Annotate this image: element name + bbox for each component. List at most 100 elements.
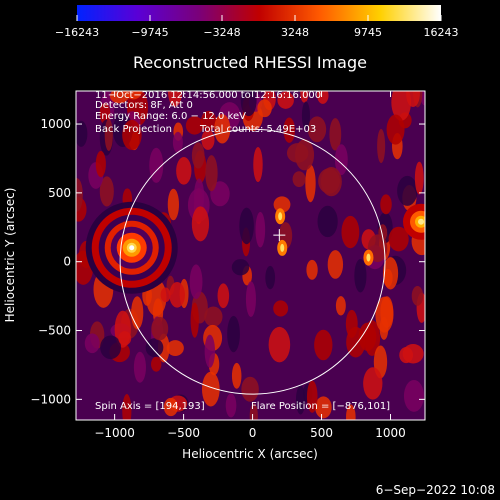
- fringe-blob: [380, 194, 392, 215]
- chart-title: Reconstructed RHESSI Image: [133, 53, 367, 72]
- fringe-blob: [306, 259, 318, 280]
- secondary-source-ring: [418, 218, 424, 225]
- y-axis-ticks: −1000 −500 0 500 1000: [30, 117, 425, 406]
- fringe-blob: [286, 143, 309, 163]
- annotation-flare-position: Flare Position = [−876,101]: [251, 401, 390, 412]
- fringe-blob: [122, 119, 142, 150]
- flare-source-ring: [129, 245, 135, 251]
- colorbar-tick-label: 3248: [281, 26, 309, 39]
- fringe-blob: [157, 333, 170, 363]
- fringe-blob: [391, 91, 411, 121]
- fringe-blob: [292, 171, 306, 188]
- fringe-blob: [257, 99, 272, 118]
- bright-knot-core: [278, 212, 283, 221]
- fringe-blob: [253, 147, 263, 183]
- fringe-blob: [273, 196, 291, 213]
- fringe-blob: [346, 404, 356, 420]
- fringe-blob: [151, 316, 169, 341]
- fringe-blob: [239, 207, 254, 245]
- fringe-blob: [295, 385, 306, 415]
- fringe-blob: [414, 161, 424, 195]
- x-tick-label: 0: [249, 426, 257, 440]
- colorbar-tick-label: −16243: [55, 26, 99, 39]
- fringe-blob: [317, 91, 329, 104]
- fringe-blob: [225, 393, 237, 418]
- fringe-blob: [122, 394, 132, 420]
- fringe-blob: [231, 259, 250, 276]
- fringe-blob: [382, 257, 399, 290]
- fringe-blob: [166, 340, 184, 356]
- plot-frame: [75, 90, 426, 421]
- fringe-blob: [84, 333, 100, 354]
- annotation-counts: Total counts: 5.49E+03: [199, 124, 316, 135]
- fringe-blob: [386, 114, 405, 145]
- fringe-blob: [341, 215, 360, 249]
- fringe-blob: [397, 175, 418, 206]
- fringe-blob: [402, 344, 424, 364]
- fringe-blob: [118, 331, 132, 346]
- bright-knot-core: [366, 253, 371, 262]
- fringe-blob: [318, 168, 340, 194]
- colorbar: [77, 5, 441, 21]
- fringe-blob: [167, 91, 183, 107]
- solar-limb-circle: [119, 128, 386, 395]
- y-tick-label: 0: [63, 255, 71, 269]
- fringe-blob: [204, 306, 223, 327]
- fringe-blob: [125, 91, 142, 100]
- fringe-blob: [145, 338, 164, 358]
- image-blobs: [76, 91, 425, 420]
- image-area: [76, 91, 425, 420]
- fringe-blob: [191, 142, 205, 169]
- fringe-blob: [151, 356, 162, 372]
- x-axis-ticks: −1000 −500 0 500 1000: [94, 91, 406, 440]
- fringe-blob: [169, 281, 185, 308]
- fringe-blob: [283, 117, 296, 143]
- fringe-blob: [227, 315, 240, 353]
- fringe-blob: [100, 335, 122, 360]
- x-axis-label: Heliocentric X (arcsec): [182, 447, 318, 461]
- fringe-blob: [315, 396, 332, 419]
- fringe-blob: [76, 120, 88, 147]
- fringe-blob: [241, 376, 259, 402]
- fringe-blob: [329, 118, 342, 151]
- fringe-blob: [327, 250, 344, 279]
- fringe-blob: [307, 116, 327, 143]
- fringe-blob: [268, 326, 291, 363]
- fringe-blob: [354, 258, 367, 293]
- fringe-blob: [201, 371, 220, 407]
- fringe-blob: [305, 164, 316, 203]
- fringe-blob: [273, 300, 289, 317]
- fringe-blob: [185, 116, 204, 135]
- annotation-spin-axis: Spin Axis = [194,193]: [95, 401, 205, 412]
- fringe-blob: [176, 157, 192, 185]
- colorbar-tick-label: −3248: [203, 26, 240, 39]
- fringe-blob: [191, 206, 210, 242]
- fringe-blob: [167, 188, 179, 221]
- fringe-blob: [375, 296, 394, 333]
- fringe-blob: [317, 205, 338, 238]
- fringe-blob: [301, 101, 310, 130]
- bright-knot-core: [280, 243, 285, 252]
- colorbar-tick-label: 16243: [424, 26, 459, 39]
- colorbar-ticks: [76, 15, 442, 21]
- fringe-blob: [265, 265, 276, 290]
- fringe-blob: [201, 110, 217, 131]
- fringe-blob: [306, 380, 318, 413]
- fringe-blob: [214, 114, 231, 144]
- fringe-blob: [133, 351, 146, 383]
- footer-date: 6−Sep−2022 10:08: [376, 483, 495, 497]
- fringe-blob: [204, 334, 216, 368]
- fringe-blob: [388, 226, 409, 252]
- annotation-energy: Energy Range: 6.0 − 12.0 keV: [95, 111, 246, 122]
- fringe-blob: [334, 144, 348, 176]
- fringe-blob: [277, 91, 294, 109]
- fringe-blob: [314, 329, 333, 361]
- fringe-blob: [363, 367, 383, 400]
- colorbar-tick-label: 9745: [354, 26, 382, 39]
- fringe-blob: [160, 287, 171, 303]
- fringe-blob: [95, 150, 106, 178]
- fringe-blob: [300, 91, 309, 103]
- fringe-blob: [172, 131, 183, 153]
- fringe-blob: [406, 91, 420, 108]
